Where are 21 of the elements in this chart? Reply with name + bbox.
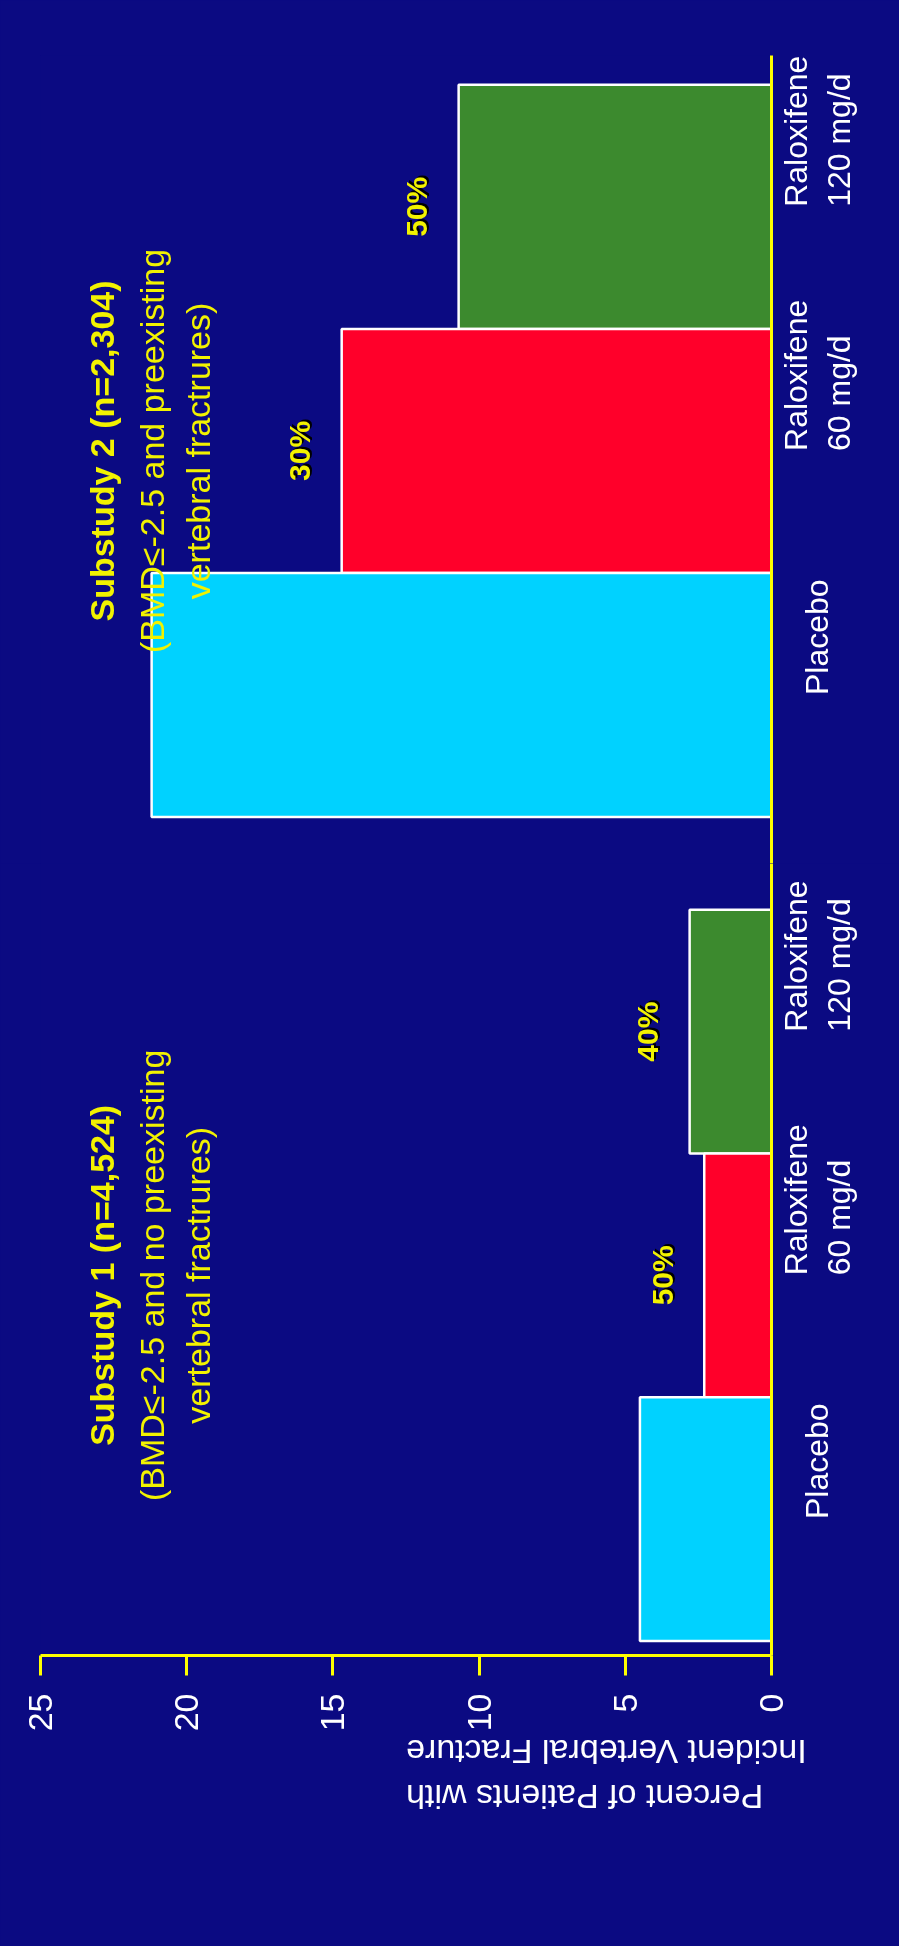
y-tick-label: Raloxifene 120 mg/d: [777, 55, 858, 207]
x-tick-label: 10: [459, 1693, 498, 1732]
text: Substudy 2 (n=2,304): [82, 280, 121, 622]
text: (BMD≤-2.5 and no preexisting vertebral fractrures): [133, 1049, 217, 1502]
x-tick-label: 15: [313, 1693, 352, 1732]
text: Substudy 1 (n=4,524): [82, 1104, 121, 1446]
x-axis-title: Percent of Patients with Incident Vertebral Fracture: [405, 1732, 807, 1817]
text: (BMD≤-2.5 and preexisting vertebral fractrures): [133, 248, 217, 654]
annotation: 40%: [633, 999, 667, 1060]
y-tick-label: Raloxifene 60 mg/d: [777, 1124, 858, 1276]
y-tick-label: Raloxifene 120 mg/d: [777, 880, 858, 1032]
x-tick-label: 25: [21, 1693, 59, 1732]
x-tick-label: 5: [605, 1693, 644, 1713]
annotation: 50%: [647, 1243, 681, 1304]
annotation: 50%: [402, 174, 436, 235]
y-tick-label: Placebo: [799, 579, 836, 696]
annotation: 30%: [285, 418, 319, 479]
y-tick-label: Raloxifene 60 mg/d: [777, 299, 858, 451]
y-tick-label: Placebo: [799, 1403, 836, 1520]
x-tick-label: 20: [167, 1693, 206, 1732]
x-tick-label: 0: [752, 1693, 790, 1713]
